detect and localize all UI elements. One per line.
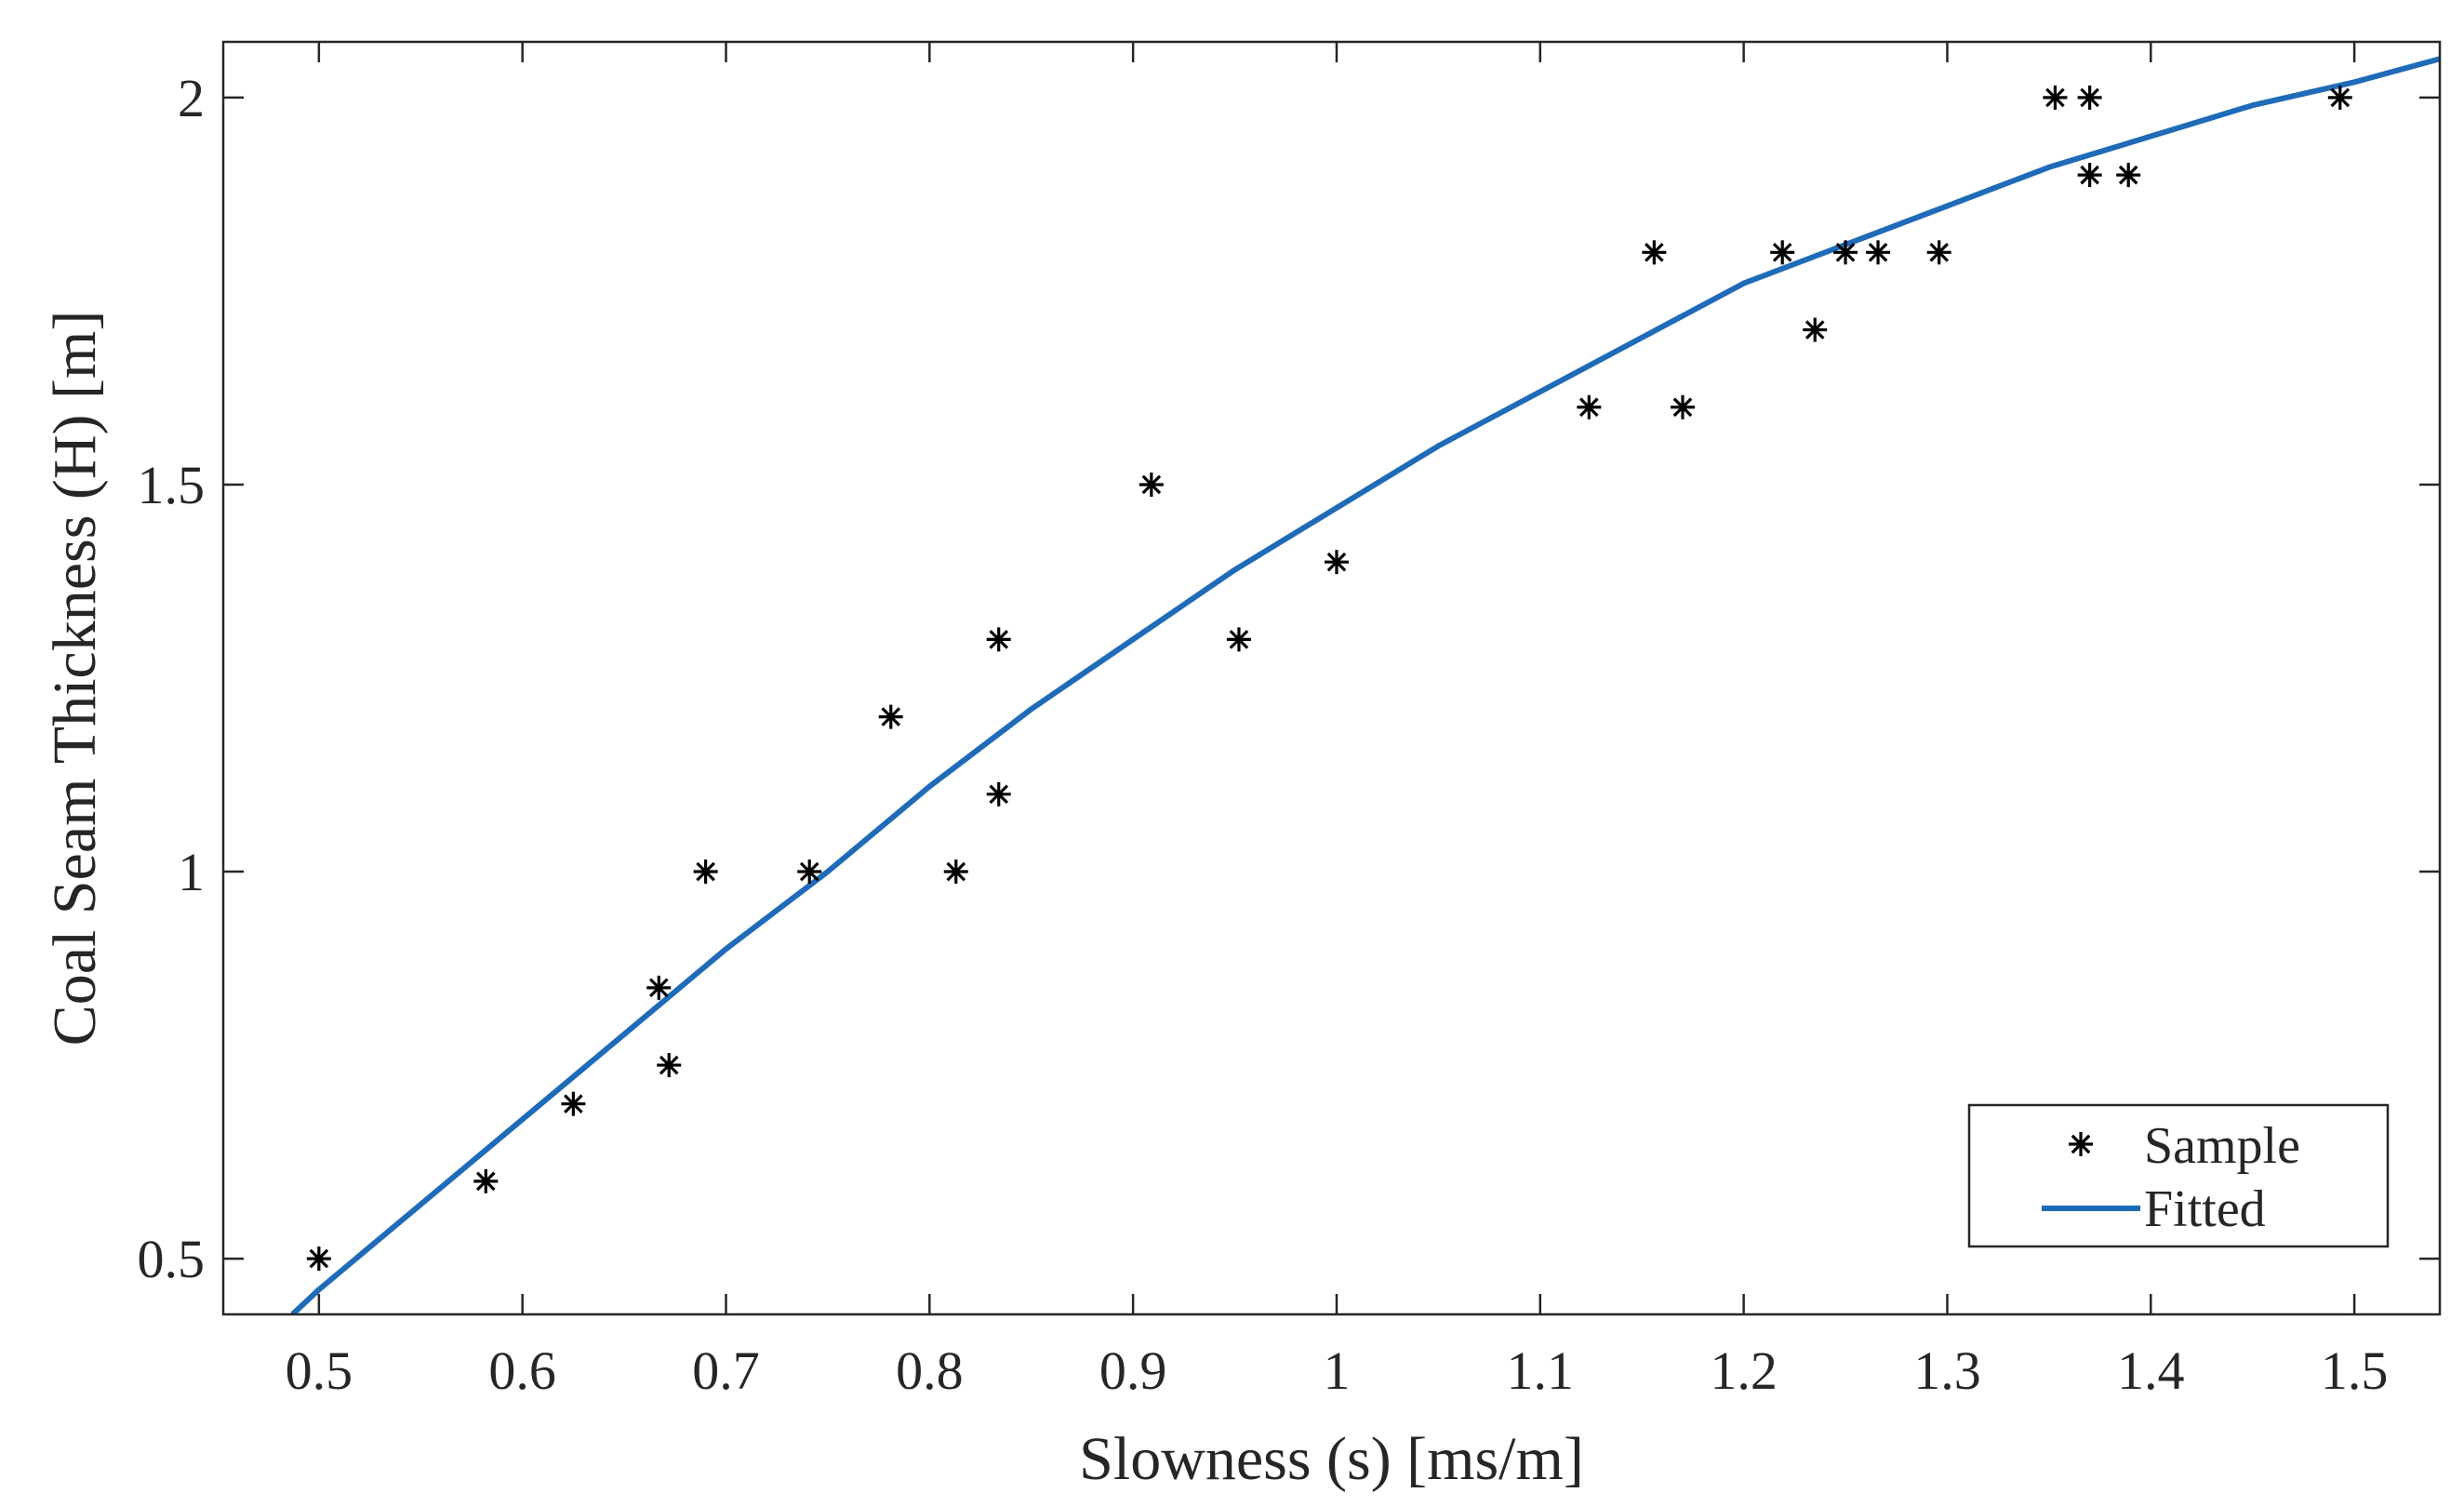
x-tick-label: 1: [1323, 1340, 1350, 1401]
sample-point: [2327, 85, 2352, 110]
ticks: 0.5 0.6 0.7 0.8 0.9 1 1.1 1.2 1.3 1.4 1.5 0.5 1 1.5 2: [138, 42, 2440, 1401]
y-tick-label: 0.5: [138, 1229, 206, 1289]
y-tick-label: 1.5: [138, 455, 206, 515]
x-tick-label: 0.5: [286, 1340, 353, 1401]
sample-point-stroke: [1141, 474, 1162, 495]
legend-sample-label: Sample: [2144, 1117, 2300, 1175]
sample-point-stroke: [2080, 87, 2099, 108]
sample-point-stroke: [1772, 243, 1792, 262]
sample-point-stroke: [2080, 165, 2099, 185]
sample-point: [2077, 163, 2102, 188]
x-tick-label: 0.8: [896, 1340, 964, 1401]
sample-point: [2116, 163, 2141, 188]
sample-point-stroke: [2045, 87, 2065, 108]
sample-point-stroke: [2330, 87, 2351, 108]
x-tick-label: 0.9: [1099, 1340, 1167, 1401]
sample-point-stroke: [1835, 243, 1856, 262]
x-tick-label: 0.7: [692, 1340, 760, 1401]
sample-point: [473, 1168, 499, 1193]
x-tick-label: 0.6: [488, 1340, 556, 1401]
sample-point: [646, 975, 672, 1000]
sample-point-stroke: [564, 1094, 583, 1113]
sample-point: [1577, 394, 1602, 420]
sample-point: [657, 1053, 682, 1078]
sample-point: [1833, 240, 1858, 265]
sample-point: [986, 781, 1011, 806]
sample-point-stroke: [2118, 165, 2138, 185]
y-tick-label: 1: [178, 842, 205, 902]
sample-point: [1226, 627, 1251, 652]
y-tick-label: 2: [178, 68, 205, 128]
sample-point-stroke: [1229, 630, 1249, 649]
axes-box: [221, 40, 2442, 1316]
sample-point: [1866, 240, 1891, 265]
sample-point-stroke: [946, 861, 966, 882]
x-tick-label: 1.3: [1913, 1340, 1981, 1401]
sample-point: [943, 860, 968, 885]
sample-point-stroke: [648, 978, 669, 998]
x-axis-label: Slowness (s) [ms/m]: [1079, 1425, 1584, 1493]
sample-point: [1803, 317, 1828, 342]
legend: Sample Fitted: [1967, 1103, 2390, 1248]
sample-point-stroke: [989, 630, 1009, 649]
sample-point-stroke: [881, 707, 901, 726]
sample-point: [2043, 85, 2068, 110]
sample-point: [797, 860, 822, 885]
sample-point-stroke: [1672, 397, 1693, 418]
sample-point: [1324, 550, 1349, 575]
sample-point: [1642, 240, 1667, 265]
sample-point: [1926, 240, 1951, 265]
sample-point: [1139, 472, 1164, 497]
sample-point: [2077, 85, 2102, 110]
legend-sample-asterisk: [2069, 1132, 2093, 1156]
sample-point: [878, 704, 903, 729]
x-tick-label: 1.1: [1507, 1340, 1575, 1401]
sample-point-stroke: [799, 861, 819, 882]
sample-point-stroke: [696, 861, 715, 882]
legend-box: [1967, 1103, 2390, 1248]
sample-point-stroke: [1805, 320, 1825, 340]
x-tick-label: 1.4: [2117, 1340, 2185, 1401]
sample-point-stroke: [1645, 243, 1664, 262]
x-tick-label: 1.2: [1710, 1340, 1778, 1401]
sample-point: [306, 1246, 331, 1272]
fitted-curve: [290, 56, 2440, 1314]
sample-point-stroke: [1868, 243, 1888, 262]
sample-point-stroke: [475, 1171, 496, 1192]
sample-point-stroke: [1929, 243, 1950, 262]
legend-sample-asterisk-stroke: [2071, 1134, 2091, 1154]
plot-area: [290, 56, 2440, 1314]
x-tick-label: 1.5: [2321, 1340, 2389, 1401]
sample-point-stroke: [1326, 552, 1347, 572]
sample-point: [561, 1091, 586, 1116]
y-axis-label: Coal Seam Thickness (H) [m]: [41, 311, 109, 1046]
sample-point-stroke: [1578, 397, 1599, 418]
sample-point: [1770, 240, 1795, 265]
sample-point-stroke: [309, 1248, 329, 1269]
sample-point: [1670, 394, 1695, 420]
sample-point-stroke: [989, 784, 1009, 805]
sample-point: [693, 860, 718, 885]
sample-point-stroke: [659, 1055, 679, 1075]
legend-fitted-label: Fitted: [2144, 1180, 2266, 1238]
legend-sample-marker: [2069, 1132, 2093, 1156]
sample-point: [986, 627, 1011, 652]
